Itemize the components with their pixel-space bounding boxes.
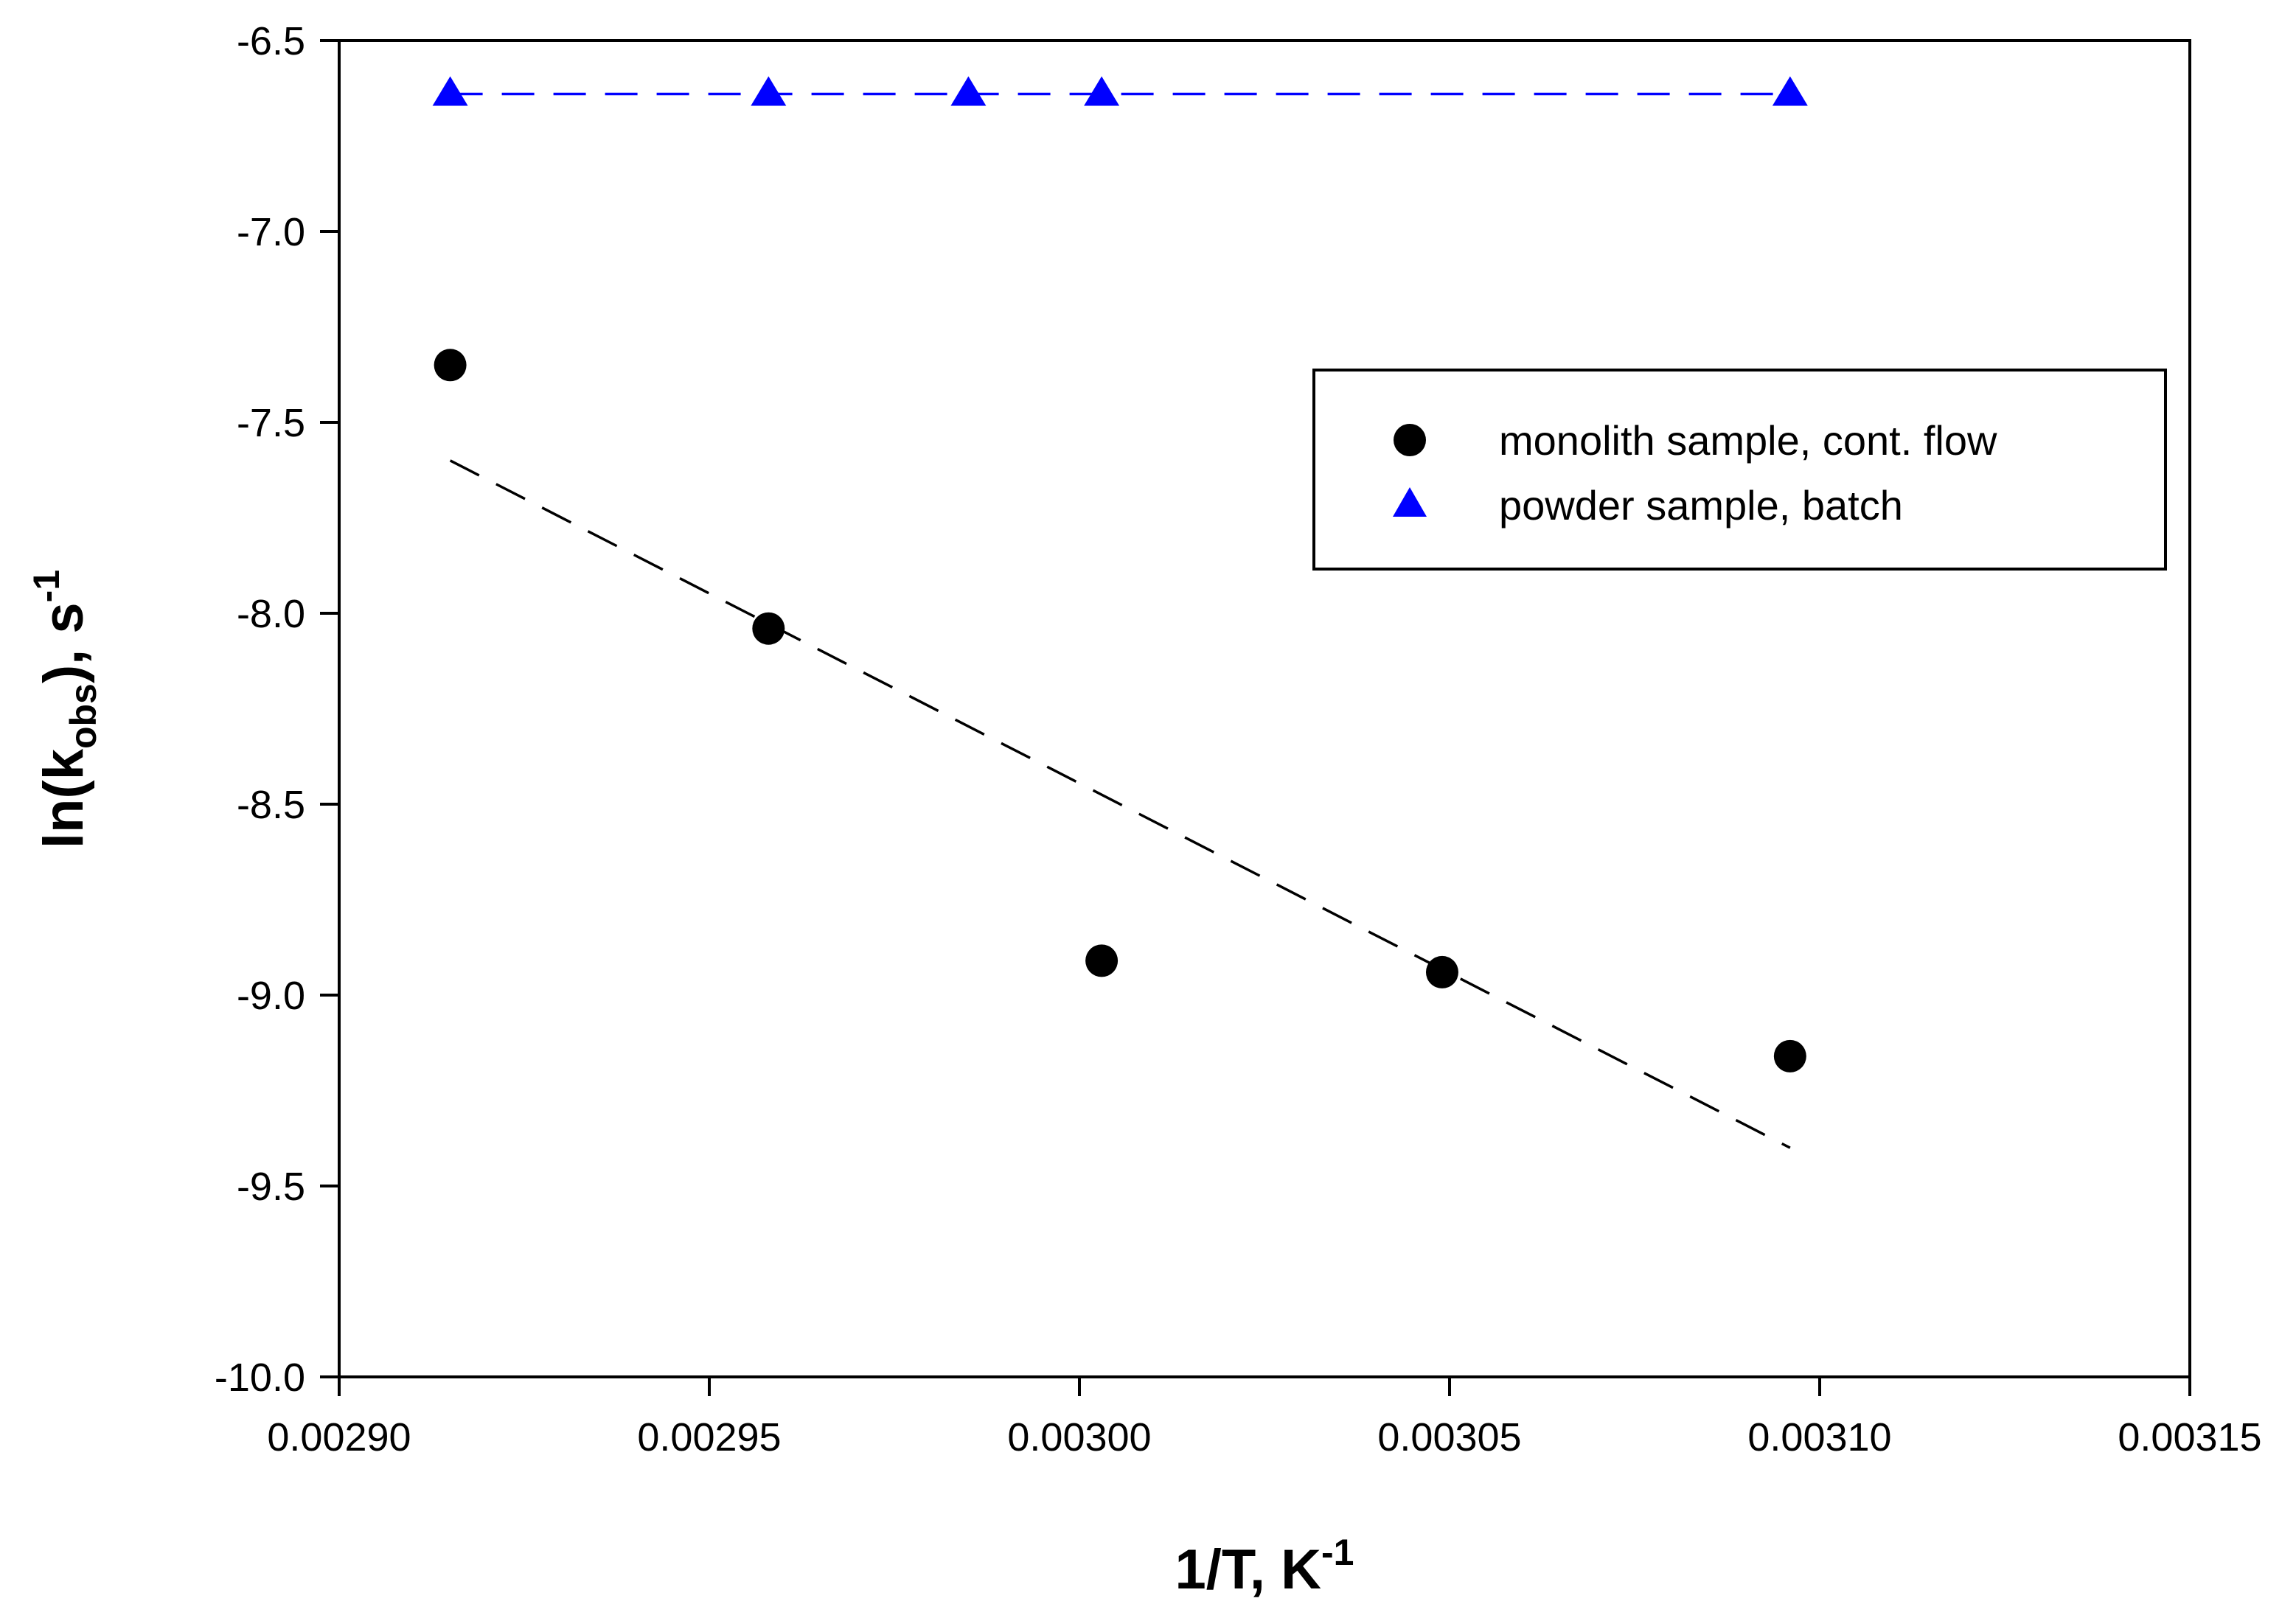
y-tick-label: -7.0 bbox=[237, 210, 305, 254]
y-tick-label: -6.5 bbox=[237, 19, 305, 63]
point-powder bbox=[432, 76, 468, 106]
point-powder bbox=[950, 76, 987, 106]
y-axis-title: ln(kobs), s-1 bbox=[26, 570, 104, 848]
y-tick-label: -8.5 bbox=[237, 783, 305, 827]
x-axis: 0.00290 0.00295 0.00300 0.00305 0.00310 0.003… bbox=[267, 1377, 2262, 1459]
fit-line-monolith bbox=[449, 459, 1791, 1149]
data-markers bbox=[432, 76, 1808, 1072]
y-axis-title-sub: obs bbox=[63, 683, 104, 749]
y-tick-label: -7.5 bbox=[237, 401, 305, 445]
y-tick-label: -10.0 bbox=[215, 1356, 305, 1400]
point-powder bbox=[1084, 76, 1120, 106]
x-tick-label: 0.00315 bbox=[2118, 1415, 2261, 1459]
y-tick-label: -9.5 bbox=[237, 1165, 305, 1209]
legend-marker-monolith bbox=[1394, 424, 1426, 456]
y-tick-label: -9.0 bbox=[237, 974, 305, 1018]
x-axis-title-main: 1/T, K bbox=[1175, 1538, 1322, 1601]
y-tick-label: -8.0 bbox=[237, 592, 305, 636]
x-tick-label: 0.00295 bbox=[637, 1415, 781, 1459]
point-monolith bbox=[1085, 944, 1119, 977]
x-tick-label: 0.00305 bbox=[1377, 1415, 1521, 1459]
legend: monolith sample, cont. flow powder sampl… bbox=[1312, 369, 2167, 571]
plot-frame bbox=[338, 39, 2191, 1378]
point-monolith bbox=[752, 612, 785, 645]
x-axis-title: 1/T, K-1 bbox=[1175, 1532, 1354, 1601]
x-tick-label: 0.00290 bbox=[267, 1415, 411, 1459]
y-axis-title-sup: -1 bbox=[26, 570, 67, 602]
legend-label-monolith: monolith sample, cont. flow bbox=[1499, 417, 1997, 464]
legend-marker-powder bbox=[1393, 487, 1427, 517]
x-tick-label: 0.00310 bbox=[1747, 1415, 1891, 1459]
point-monolith bbox=[1425, 955, 1458, 988]
y-axis-title-main: ln(k bbox=[32, 748, 95, 848]
point-monolith bbox=[1773, 1039, 1806, 1072]
fit-lines bbox=[449, 92, 1791, 1149]
legend-label-powder: powder sample, batch bbox=[1499, 482, 1903, 529]
x-tick-label: 0.00300 bbox=[1007, 1415, 1151, 1459]
point-powder bbox=[1772, 76, 1808, 106]
y-axis: -10.0 -9.5 -9.0 -8.5 -8.0 -7.5 -7.0 -6.5 bbox=[215, 19, 339, 1400]
legend-box bbox=[1312, 369, 2167, 571]
x-axis-title-sup: -1 bbox=[1321, 1532, 1354, 1573]
point-monolith bbox=[434, 349, 467, 382]
y-axis-title-after: ), s bbox=[32, 602, 95, 683]
point-powder bbox=[751, 76, 787, 106]
